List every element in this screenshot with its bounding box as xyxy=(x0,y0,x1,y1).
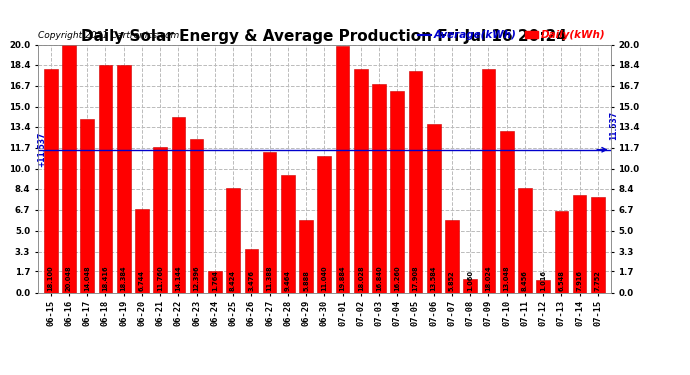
Bar xyxy=(190,139,204,292)
Text: 20.048: 20.048 xyxy=(66,265,72,291)
Text: 3.476: 3.476 xyxy=(248,270,255,291)
Bar xyxy=(117,65,130,292)
Bar xyxy=(99,64,112,292)
Bar xyxy=(573,195,586,292)
Bar xyxy=(317,156,331,292)
Bar xyxy=(263,152,277,292)
Bar xyxy=(62,44,76,292)
Text: 14.144: 14.144 xyxy=(175,265,181,291)
Text: 16.840: 16.840 xyxy=(376,265,382,291)
Bar xyxy=(464,279,477,292)
Bar xyxy=(500,131,513,292)
Text: 8.424: 8.424 xyxy=(230,270,236,291)
Text: 16.260: 16.260 xyxy=(394,265,400,291)
Bar xyxy=(518,188,532,292)
Text: 8.456: 8.456 xyxy=(522,270,528,291)
Text: 7.752: 7.752 xyxy=(595,270,601,291)
Text: 18.100: 18.100 xyxy=(48,265,54,291)
Text: +11.537: +11.537 xyxy=(37,132,46,167)
Text: 5.888: 5.888 xyxy=(303,270,309,291)
Text: 5.852: 5.852 xyxy=(449,270,455,291)
Text: 19.884: 19.884 xyxy=(339,265,346,291)
Bar xyxy=(354,69,368,292)
Text: 13.584: 13.584 xyxy=(431,265,437,291)
Text: 7.916: 7.916 xyxy=(577,270,582,291)
Bar xyxy=(226,188,240,292)
Text: Copyright 2021 Cartronics.com: Copyright 2021 Cartronics.com xyxy=(38,31,179,40)
Bar xyxy=(391,91,404,292)
Text: 6.744: 6.744 xyxy=(139,270,145,291)
Text: 18.024: 18.024 xyxy=(486,265,491,291)
Bar xyxy=(372,84,386,292)
Bar xyxy=(427,124,441,292)
Bar xyxy=(408,71,422,292)
Bar xyxy=(153,147,167,292)
Text: 1.016: 1.016 xyxy=(540,270,546,291)
Bar xyxy=(244,249,258,292)
Text: 14.048: 14.048 xyxy=(84,265,90,291)
Text: 11.537: 11.537 xyxy=(609,111,618,140)
Text: 1.764: 1.764 xyxy=(212,270,218,291)
Bar xyxy=(336,46,349,292)
Title: Daily Solar Energy & Average Production Fri Jul 16 20:24: Daily Solar Energy & Average Production … xyxy=(81,29,567,44)
Bar xyxy=(135,209,149,292)
Bar xyxy=(172,117,185,292)
Text: 18.028: 18.028 xyxy=(358,265,364,291)
Bar xyxy=(44,69,57,292)
Bar xyxy=(445,220,459,292)
Text: 11.040: 11.040 xyxy=(322,265,327,291)
Text: 18.384: 18.384 xyxy=(121,265,127,291)
Text: 18.416: 18.416 xyxy=(102,265,108,291)
Bar xyxy=(299,220,313,292)
Bar xyxy=(80,118,94,292)
Bar xyxy=(591,196,604,292)
Bar xyxy=(536,280,550,292)
Text: 6.548: 6.548 xyxy=(558,270,564,291)
Text: 12.396: 12.396 xyxy=(194,265,199,291)
Legend: Average(kWh), Daily(kWh): Average(kWh), Daily(kWh) xyxy=(418,30,605,40)
Text: 1.060: 1.060 xyxy=(467,270,473,291)
Text: 9.464: 9.464 xyxy=(285,270,290,291)
Text: 17.908: 17.908 xyxy=(413,265,419,291)
Bar xyxy=(281,176,295,292)
Text: 11.388: 11.388 xyxy=(266,265,273,291)
Bar xyxy=(482,69,495,292)
Bar xyxy=(208,271,221,292)
Text: 13.048: 13.048 xyxy=(504,265,510,291)
Text: 11.760: 11.760 xyxy=(157,265,163,291)
Bar xyxy=(555,211,569,292)
